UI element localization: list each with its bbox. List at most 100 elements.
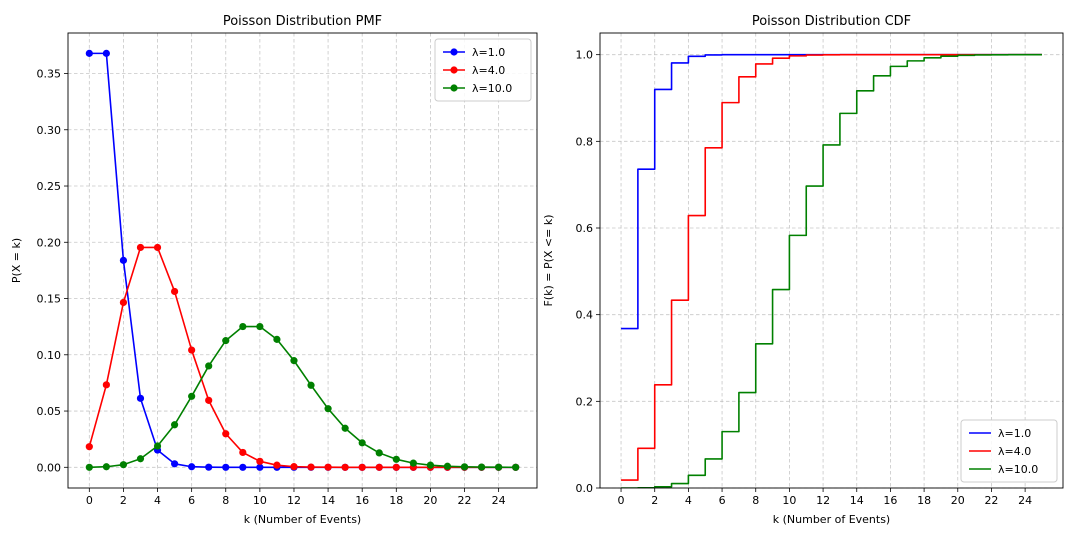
pmf-series-line <box>89 325 516 469</box>
pmf-axes-frame <box>67 32 538 489</box>
pmf-y-tick-label: 0.10 <box>37 349 62 362</box>
pmf-x-tick-label: 2 <box>120 494 127 507</box>
pmf-data-point <box>188 392 196 400</box>
cdf-y-tick-label: 0.2 <box>576 395 594 408</box>
cdf-chart-title: Poisson Distribution CDF <box>752 14 911 29</box>
cdf-x-tick-label: 8 <box>752 494 759 507</box>
pmf-data-point <box>205 362 213 370</box>
pmf-data-point <box>239 463 247 471</box>
pmf-data-point <box>495 463 503 471</box>
pmf-data-point <box>409 459 417 467</box>
cdf-legend-label: λ=1.0 <box>998 427 1031 440</box>
pmf-series-line <box>89 52 516 469</box>
pmf-data-point <box>85 443 93 451</box>
cdf-x-tick-label: 2 <box>651 494 658 507</box>
pmf-data-point <box>324 463 332 471</box>
pmf-data-point <box>222 337 230 345</box>
pmf-data-point <box>256 463 264 471</box>
pmf-data-point <box>102 463 110 471</box>
cdf-series-2 <box>621 53 1042 488</box>
cdf-y-tick-label: 0.4 <box>576 309 594 322</box>
pmf-data-point <box>290 463 298 471</box>
pmf-data-point <box>102 49 110 57</box>
pmf-data-point <box>256 322 264 331</box>
cdf-series-line <box>621 53 1042 330</box>
pmf-x-tick-label: 0 <box>86 494 93 507</box>
pmf-data-point <box>136 394 145 402</box>
pmf-data-point <box>341 463 349 471</box>
cdf-y-tick-label: 0.8 <box>576 135 594 148</box>
pmf-data-point <box>205 463 213 471</box>
pmf-data-point <box>188 463 196 471</box>
pmf-x-tick-label: 22 <box>458 494 472 507</box>
pmf-data-point <box>358 439 366 447</box>
pmf-x-tick-label: 4 <box>154 494 161 507</box>
pmf-data-point <box>290 357 298 365</box>
pmf-series-2 <box>85 322 520 471</box>
cdf-x-tick-label: 24 <box>1018 494 1032 507</box>
pmf-data-point <box>119 256 128 264</box>
pmf-data-point <box>205 396 213 404</box>
cdf-x-tick-label: 14 <box>850 494 864 507</box>
cdf-y-tick-label: 0.6 <box>576 222 594 235</box>
pmf-y-tick-label: 0.05 <box>37 405 62 418</box>
cdf-x-tick-label: 10 <box>782 494 796 507</box>
pmf-data-point <box>512 463 520 471</box>
pmf-data-point <box>119 461 128 469</box>
pmf-y-tick-label: 0.15 <box>37 293 62 306</box>
pmf-data-point <box>153 243 162 252</box>
pmf-series-1 <box>85 243 520 471</box>
pmf-x-axis-label: k (Number of Events) <box>244 513 361 526</box>
pmf-x-tick-label: 12 <box>287 494 301 507</box>
pmf-data-point <box>341 424 349 432</box>
cdf-x-tick-label: 6 <box>719 494 726 507</box>
pmf-data-point <box>358 463 366 471</box>
pmf-data-point <box>307 381 315 389</box>
pmf-data-point <box>170 287 179 296</box>
cdf-legend-label: λ=4.0 <box>998 445 1031 458</box>
pmf-data-point <box>85 463 93 471</box>
cdf-legend-box <box>960 419 1058 483</box>
pmf-data-point <box>239 448 247 457</box>
cdf-series-line <box>621 53 1042 481</box>
pmf-x-tick-label: 18 <box>389 494 403 507</box>
pmf-data-point <box>222 463 230 471</box>
pmf-data-point <box>307 463 315 471</box>
pmf-legend: λ=1.0 λ=4.0 λ=10.0 <box>434 38 532 102</box>
pmf-legend-label: λ=4.0 <box>472 64 505 77</box>
pmf-legend-marker <box>450 84 458 92</box>
pmf-data-point <box>188 346 196 354</box>
pmf-x-tick-label: 24 <box>492 494 506 507</box>
pmf-y-tick-label: 0.20 <box>37 236 62 249</box>
pmf-chart-title: Poisson Distribution PMF <box>223 14 382 29</box>
pmf-data-point <box>375 449 383 457</box>
cdf-series-0 <box>621 53 1042 330</box>
pmf-x-tick-label: 16 <box>355 494 369 507</box>
pmf-y-tick-label: 0.35 <box>37 68 62 81</box>
pmf-data-point <box>170 421 179 429</box>
pmf-data-point <box>324 405 332 413</box>
pmf-data-point <box>153 442 162 450</box>
pmf-data-point <box>119 298 128 307</box>
pmf-data-point <box>477 463 486 471</box>
pmf-data-point <box>392 455 400 463</box>
pmf-x-tick-label: 8 <box>222 494 229 507</box>
pmf-data-point <box>273 335 281 343</box>
pmf-x-tick-label: 14 <box>321 494 335 507</box>
pmf-y-tick-label: 0.25 <box>37 180 62 193</box>
cdf-x-tick-label: 20 <box>951 494 965 507</box>
pmf-data-point <box>239 322 247 331</box>
pmf-y-tick-label: 0.00 <box>37 461 62 474</box>
cdf-x-tick-label: 16 <box>883 494 897 507</box>
cdf-x-axis-label: k (Number of Events) <box>773 513 890 526</box>
cdf-x-tick-label: 18 <box>917 494 931 507</box>
cdf-series-line <box>621 53 1042 488</box>
pmf-x-tick-label: 20 <box>423 494 437 507</box>
pmf-data-point <box>392 463 400 471</box>
cdf-y-tick-label: 0.0 <box>576 482 594 495</box>
pmf-legend-marker <box>450 48 458 56</box>
pmf-data-point <box>273 461 281 469</box>
pmf-legend-label: λ=10.0 <box>472 82 512 95</box>
